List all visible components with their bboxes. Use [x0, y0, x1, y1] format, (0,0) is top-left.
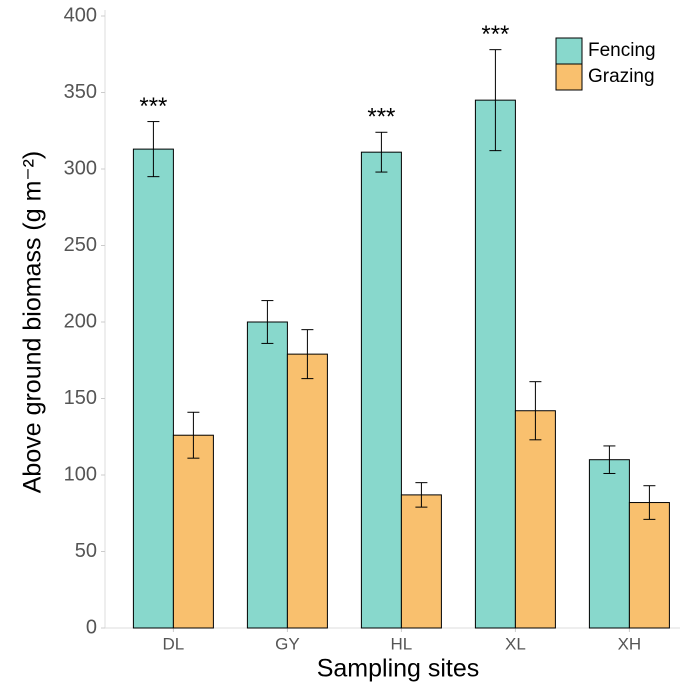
error-bar	[187, 411, 200, 459]
y-tick-label: 100	[64, 463, 97, 485]
y-tick-label: 200	[64, 310, 97, 332]
legend-label: Fencing	[588, 40, 656, 61]
bar	[474, 99, 516, 629]
error-bar	[301, 329, 314, 380]
bar	[246, 321, 288, 629]
bar	[514, 410, 556, 629]
y-tick-label: 150	[64, 387, 97, 409]
bar	[172, 434, 214, 629]
y-tick-label: 50	[75, 540, 97, 562]
y-tick-label: 300	[64, 157, 97, 179]
error-bar	[375, 131, 388, 173]
x-tick-label: DL	[163, 634, 185, 653]
significance-label: ***	[367, 104, 395, 131]
legend-swatch	[555, 63, 583, 91]
legend-swatch	[555, 37, 583, 65]
bar	[588, 459, 630, 629]
bar	[132, 148, 174, 629]
significance-label: ***	[139, 93, 167, 120]
error-bar	[603, 445, 616, 474]
y-axis-label: Above ground biomass (g m⁻²)	[19, 151, 47, 494]
error-bar	[489, 49, 502, 152]
bar	[286, 353, 328, 629]
x-tick-label: XH	[618, 634, 642, 653]
error-bar	[147, 121, 160, 178]
x-tick-label: GY	[275, 634, 300, 653]
error-bar	[643, 485, 656, 520]
error-bar	[261, 300, 274, 344]
bar	[628, 502, 670, 629]
error-bar	[415, 482, 428, 508]
bar	[400, 494, 442, 629]
legend-label: Grazing	[588, 66, 655, 87]
bar	[360, 151, 402, 629]
y-tick-label: 400	[64, 4, 97, 26]
x-axis-label: Sampling sites	[317, 655, 480, 683]
x-tick-label: XL	[505, 634, 526, 653]
y-tick-label: 350	[64, 81, 97, 103]
x-tick-label: HL	[391, 634, 413, 653]
significance-label: ***	[481, 21, 509, 48]
y-tick-label: 250	[64, 234, 97, 256]
y-tick-label: 0	[86, 616, 97, 638]
error-bar	[529, 381, 542, 441]
